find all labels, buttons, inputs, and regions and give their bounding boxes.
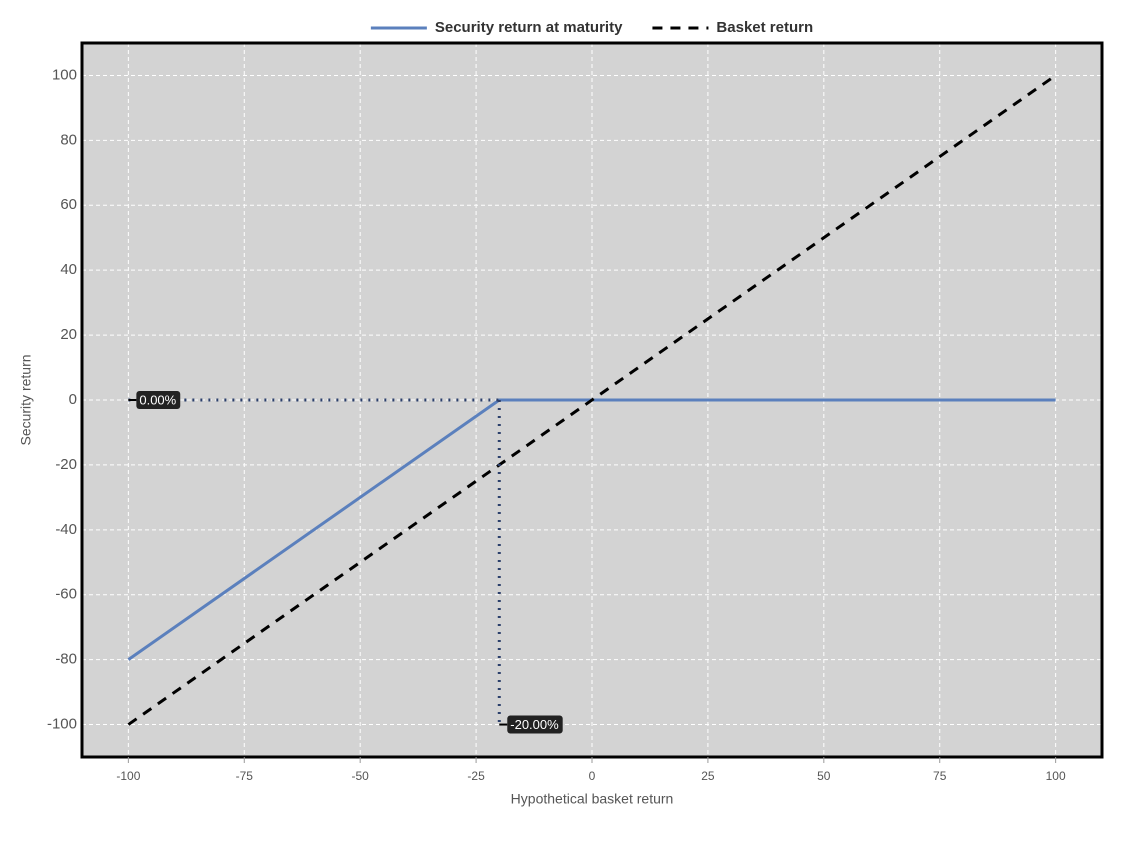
marker-box — [136, 391, 181, 409]
y-tick-label: -40 — [55, 521, 77, 538]
marker-label: 0.00% — [128, 391, 181, 409]
x-tick-label: 50 — [817, 769, 831, 783]
y-tick-label: -60 — [55, 586, 77, 603]
x-tick-label: -50 — [352, 769, 370, 783]
marker-text: 0.00% — [139, 392, 176, 407]
marker-text: -20.00% — [510, 717, 559, 732]
legend: Security return at maturity Basket return — [370, 19, 813, 36]
x-tick-label: -25 — [467, 769, 485, 783]
y-tick-label: -20 — [55, 456, 77, 473]
grid — [82, 43, 1102, 757]
y-tick-label: -100 — [47, 716, 77, 733]
x-tick-label: 0 — [589, 769, 596, 783]
y-tick-label: 60 — [60, 196, 77, 213]
x-tick-label: -100 — [116, 769, 140, 783]
legend-label: Security return at maturity — [435, 19, 623, 36]
lines — [127, 74, 1057, 726]
marker-label: -20.00% — [499, 715, 563, 734]
y-axis-label: Security return — [18, 354, 34, 445]
x-axis-label: Hypothetical basket return — [511, 791, 674, 807]
marker-box — [507, 715, 563, 734]
y-tick-label: 40 — [60, 261, 77, 278]
y-tick-label: 80 — [60, 131, 77, 148]
y-tick-label: 100 — [52, 66, 77, 83]
x-tick-label: 75 — [933, 769, 947, 783]
x-tick-label: -75 — [236, 769, 254, 783]
y-tick-label: 20 — [60, 326, 77, 343]
series-line — [127, 74, 1057, 726]
y-tick-label: -80 — [55, 651, 77, 668]
x-tick-label: 25 — [701, 769, 715, 783]
legend-label: Basket return — [716, 19, 813, 36]
x-tick-label: 100 — [1046, 769, 1066, 783]
y-tick-label: 0 — [69, 391, 77, 408]
